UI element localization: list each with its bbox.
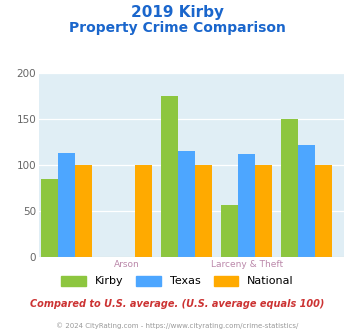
Bar	[282, 119, 299, 257]
Bar	[58, 153, 75, 257]
Text: Property Crime Comparison: Property Crime Comparison	[69, 21, 286, 35]
Bar	[255, 165, 272, 257]
Bar	[135, 165, 152, 257]
Bar	[299, 145, 315, 257]
Bar	[75, 165, 92, 257]
Bar	[238, 154, 255, 257]
Text: 2019 Kirby: 2019 Kirby	[131, 5, 224, 20]
Bar	[222, 205, 238, 257]
Text: © 2024 CityRating.com - https://www.cityrating.com/crime-statistics/: © 2024 CityRating.com - https://www.city…	[56, 323, 299, 329]
Bar	[178, 151, 195, 257]
Legend: Kirby, Texas, National: Kirby, Texas, National	[57, 271, 298, 291]
Bar	[161, 96, 178, 257]
Bar	[41, 179, 58, 257]
Text: Compared to U.S. average. (U.S. average equals 100): Compared to U.S. average. (U.S. average …	[30, 299, 325, 309]
Bar	[195, 165, 212, 257]
Bar	[315, 165, 332, 257]
